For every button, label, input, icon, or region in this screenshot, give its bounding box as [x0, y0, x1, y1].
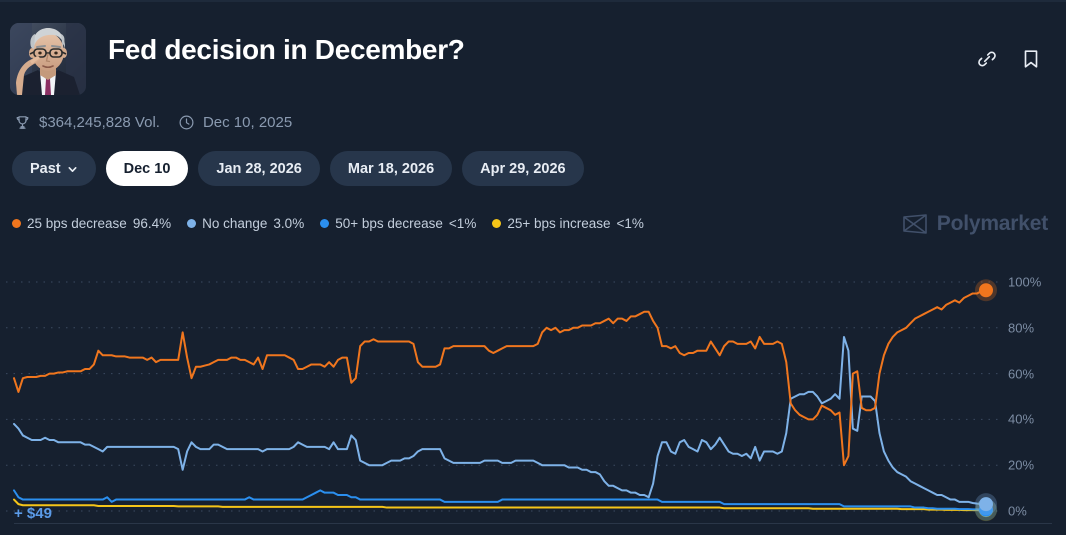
legend-label-no-change: No change	[202, 216, 268, 231]
legend-dot-25-bps-decrease	[12, 219, 21, 228]
legend-value-50-plus-bps-decrease: <1%	[448, 216, 477, 231]
legend-item-50-plus-bps-decrease[interactable]: 50+ bps decrease <1%	[320, 216, 476, 231]
header-actions	[976, 48, 1042, 70]
trophy-icon	[14, 114, 31, 131]
legend-item-25-plus-bps-increase[interactable]: 25+ bps increase <1%	[492, 216, 644, 231]
tab-dec-10-label: Dec 10	[123, 160, 171, 177]
tab-mar-18-2026[interactable]: Mar 18, 2026	[329, 151, 453, 186]
legend-label-50-plus-bps-decrease: 50+ bps decrease	[335, 216, 443, 231]
legend-label-25-plus-bps-increase: 25+ bps increase	[507, 216, 611, 231]
page-title: Fed decision in December?	[108, 34, 465, 65]
tab-dec-10[interactable]: Dec 10	[105, 151, 189, 186]
series-line-no-change	[13, 335, 987, 506]
date-tabs: Past Dec 10 Jan 28, 2026 Mar 18, 2026 Ap…	[12, 151, 584, 186]
volume-group: $364,245,828 Vol.	[14, 114, 160, 131]
y-axis-tick-60pct: 60%	[1008, 366, 1035, 382]
date-value: Dec 10, 2025	[202, 114, 293, 131]
date-group: Dec 10, 2025	[178, 114, 292, 131]
legend-dot-25-plus-bps-increase	[492, 219, 502, 228]
legend-item-25-bps-decrease[interactable]: 25 bps decrease 96.4%	[12, 216, 171, 231]
tab-jan-28-2026[interactable]: Jan 28, 2026	[198, 151, 320, 186]
series-line-50-bps-decrease	[13, 489, 987, 511]
y-axis-tick-40pct: 40%	[1008, 411, 1035, 427]
y-axis-tick-20pct: 20%	[1008, 457, 1035, 473]
tab-past[interactable]: Past	[12, 151, 96, 186]
tab-jan-28-2026-label: Jan 28, 2026	[216, 160, 302, 177]
chart-legend: 25 bps decrease 96.4% No change 3.0% 50+…	[12, 216, 644, 231]
bookmark-icon[interactable]	[1020, 48, 1042, 70]
legend-value-25-bps-decrease: 96.4%	[132, 216, 172, 231]
avatar-photo	[10, 23, 86, 95]
series-line-25-bps-increase	[13, 498, 987, 512]
legend-dot-no-change	[187, 219, 197, 228]
chevron-down-icon	[67, 163, 78, 174]
chart-svg	[6, 279, 1000, 522]
y-axis-tick-100pct: 100%	[1008, 274, 1042, 290]
price-history-chart[interactable]	[0, 258, 1066, 523]
endpoint-dot-25-bps-decrease	[979, 283, 993, 298]
legend-label-25-bps-decrease: 25 bps decrease	[27, 216, 127, 231]
chart-baseline-divider	[14, 523, 1052, 524]
legend-item-no-change[interactable]: No change 3.0%	[187, 216, 304, 231]
polymarket-wordmark: Polymarket	[936, 212, 1048, 235]
tab-apr-29-2026[interactable]: Apr 29, 2026	[462, 151, 584, 186]
market-meta: $364,245,828 Vol. Dec 10, 2025	[14, 114, 292, 131]
polymarket-logo-icon	[902, 213, 928, 235]
market-header: Fed decision in December?	[10, 18, 1056, 98]
legend-value-25-plus-bps-increase: <1%	[616, 216, 644, 231]
legend-dot-50-plus-bps-decrease	[320, 219, 330, 228]
link-icon[interactable]	[976, 48, 998, 70]
top-divider	[0, 0, 1066, 2]
y-axis-tick-80pct: 80%	[1008, 320, 1035, 336]
y-axis-tick-0pct: 0%	[1008, 503, 1027, 519]
delta-label: + $49	[14, 505, 52, 522]
clock-icon	[178, 114, 195, 131]
tab-apr-29-2026-label: Apr 29, 2026	[480, 160, 566, 177]
tab-mar-18-2026-label: Mar 18, 2026	[347, 160, 435, 177]
tab-past-label: Past	[30, 160, 61, 177]
y-axis-labels: 0% 20% 40% 60% 80% 100%	[1008, 258, 1066, 523]
volume-value: $364,245,828 Vol.	[39, 114, 160, 131]
polymarket-watermark: Polymarket	[902, 212, 1048, 236]
series-line-25-bps-decrease	[13, 289, 987, 467]
market-avatar	[10, 23, 86, 95]
endpoint-dot-no-change	[979, 497, 993, 512]
legend-value-no-change: 3.0%	[273, 216, 305, 231]
